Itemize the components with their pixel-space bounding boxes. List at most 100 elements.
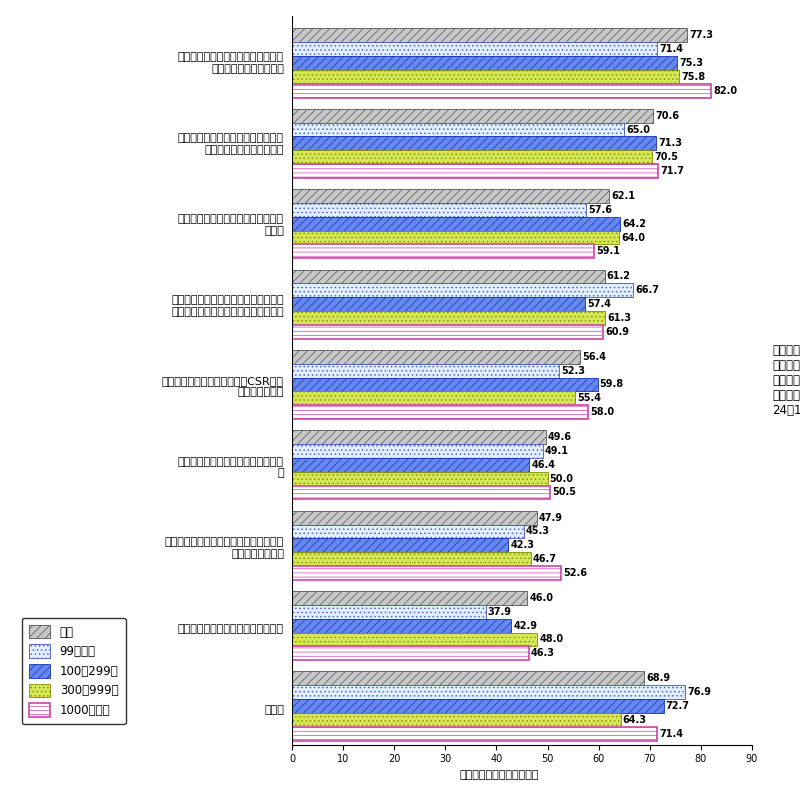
Bar: [292, 203, 586, 217]
Bar: [292, 189, 610, 203]
Text: 71.4: 71.4: [659, 729, 683, 738]
Text: 57.6: 57.6: [589, 205, 613, 215]
Text: 管理職を対象にパワハラについての
講演や研修会を実施した: 管理職を対象にパワハラについての 講演や研修会を実施した: [178, 53, 284, 74]
Text: アンケート等で、社内の実態把握を
行った: アンケート等で、社内の実態把握を 行った: [178, 214, 284, 236]
Text: 47.9: 47.9: [539, 513, 563, 522]
Legend: 全体, 99人以下, 100～299人, 300～999人, 1000人以上: 全体, 99人以下, 100～299人, 300～999人, 1000人以上: [22, 618, 126, 724]
Bar: [292, 136, 657, 151]
Text: 46.3: 46.3: [530, 649, 554, 658]
Text: 72.7: 72.7: [666, 701, 690, 711]
Bar: [292, 70, 679, 84]
Bar: [292, 284, 633, 297]
Text: 61.2: 61.2: [607, 272, 631, 281]
Text: 77.3: 77.3: [689, 31, 713, 40]
Text: 46.4: 46.4: [531, 460, 555, 470]
Text: 58.0: 58.0: [590, 407, 614, 417]
Text: 59.8: 59.8: [600, 380, 624, 389]
Text: 70.6: 70.6: [655, 111, 679, 121]
Bar: [292, 699, 663, 713]
Text: 71.7: 71.7: [661, 166, 685, 176]
Text: ポスター・リーフレット等問発資料を配
付または掲示した: ポスター・リーフレット等問発資料を配 付または掲示した: [165, 537, 284, 559]
Text: 55.4: 55.4: [578, 393, 602, 403]
Text: （各取組の実施企業、％）: （各取組の実施企業、％）: [459, 770, 538, 780]
Bar: [292, 405, 589, 419]
Text: 71.3: 71.3: [658, 139, 682, 148]
Bar: [292, 392, 575, 405]
Text: 50.5: 50.5: [552, 488, 576, 497]
Text: 68.9: 68.9: [646, 674, 670, 683]
Bar: [292, 231, 619, 244]
Bar: [292, 364, 559, 377]
Text: 52.6: 52.6: [563, 568, 587, 578]
Bar: [292, 591, 527, 605]
Text: 就業規則などの社内規定に盛り込ん
だ: 就業規則などの社内規定に盛り込ん だ: [178, 456, 284, 478]
Text: 64.3: 64.3: [622, 715, 646, 725]
Bar: [292, 485, 550, 500]
Text: 49.1: 49.1: [545, 446, 569, 456]
Text: 52.3: 52.3: [562, 366, 586, 376]
Bar: [292, 217, 620, 231]
Bar: [292, 444, 543, 458]
Text: 45.3: 45.3: [526, 526, 550, 537]
Text: 厄生労働省「職場の
パワーハラスメント
に関する実態調査
（企業調査）」（平成
24年12月12日）: 厄生労働省「職場の パワーハラスメント に関する実態調査 （企業調査）」（平成 …: [772, 344, 800, 417]
Text: 75.8: 75.8: [682, 72, 706, 82]
Text: 61.3: 61.3: [607, 313, 631, 323]
Text: 76.9: 76.9: [687, 687, 711, 697]
Bar: [292, 430, 546, 444]
Bar: [292, 713, 621, 727]
Bar: [292, 164, 658, 178]
Bar: [292, 377, 598, 392]
Bar: [292, 472, 547, 485]
Text: 57.4: 57.4: [587, 299, 611, 309]
Bar: [292, 350, 580, 364]
Bar: [292, 123, 624, 136]
Text: 62.1: 62.1: [611, 191, 635, 201]
Bar: [292, 511, 537, 525]
Text: 66.7: 66.7: [635, 285, 659, 296]
Bar: [292, 566, 561, 580]
Text: 50.0: 50.0: [550, 474, 574, 484]
Bar: [292, 244, 594, 258]
Text: 46.0: 46.0: [529, 593, 553, 603]
Bar: [292, 646, 529, 660]
Bar: [292, 269, 605, 284]
Text: 71.4: 71.4: [659, 44, 683, 54]
Bar: [292, 538, 508, 552]
Text: 46.7: 46.7: [533, 554, 557, 564]
Bar: [292, 311, 606, 325]
Text: 56.4: 56.4: [582, 352, 606, 362]
Text: 48.0: 48.0: [539, 634, 563, 645]
Text: 59.1: 59.1: [596, 247, 620, 256]
Bar: [292, 56, 677, 70]
Text: 49.6: 49.6: [547, 433, 571, 442]
Text: 37.9: 37.9: [488, 607, 512, 617]
Bar: [292, 43, 657, 56]
Text: 一般社員を対象にパワハラについて
の講演や研修会を実施した: 一般社員を対象にパワハラについて の講演や研修会を実施した: [178, 133, 284, 155]
Text: 社内報などで話題として取り上げた: 社内報などで話題として取り上げた: [178, 624, 284, 634]
Bar: [292, 458, 529, 472]
Bar: [292, 109, 653, 123]
Bar: [292, 525, 523, 538]
Text: その他: その他: [264, 705, 284, 715]
Bar: [292, 633, 538, 646]
Bar: [292, 84, 711, 98]
Bar: [292, 297, 586, 311]
Text: 42.9: 42.9: [514, 621, 538, 630]
Bar: [292, 671, 644, 686]
Text: 82.0: 82.0: [713, 86, 738, 95]
Text: 70.5: 70.5: [654, 152, 678, 162]
Bar: [292, 151, 652, 164]
Bar: [292, 686, 685, 699]
Text: トップの宣言、会社の方针（CSR宣言
など）に定めた: トップの宣言、会社の方针（CSR宣言 など）に定めた: [162, 376, 284, 397]
Bar: [292, 619, 511, 633]
Text: 60.9: 60.9: [606, 327, 630, 336]
Text: 65.0: 65.0: [626, 125, 650, 135]
Bar: [292, 605, 486, 619]
Text: 75.3: 75.3: [679, 58, 703, 68]
Text: 職場におけるコミュニケーション活性
化等に関する研修・講習等を実施した: 職場におけるコミュニケーション活性 化等に関する研修・講習等を実施した: [171, 295, 284, 317]
Text: 42.3: 42.3: [510, 541, 534, 550]
Bar: [292, 552, 530, 566]
Text: 64.0: 64.0: [621, 232, 645, 243]
Text: 64.2: 64.2: [622, 219, 646, 229]
Bar: [292, 28, 687, 43]
